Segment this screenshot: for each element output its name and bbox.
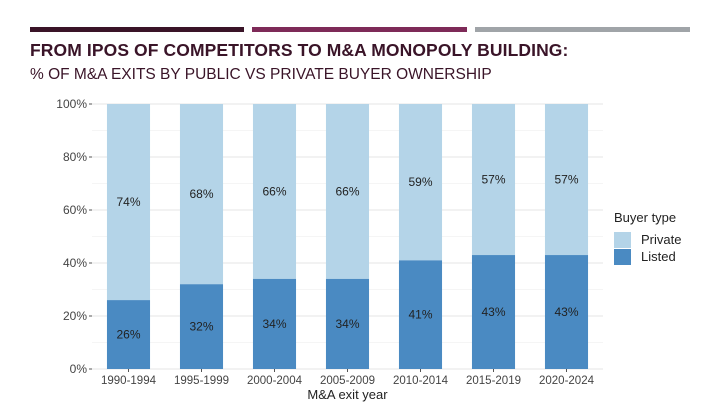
y-tick-label: 20% [63,309,87,323]
bar-listed-2000-2004 [252,278,297,369]
chart-legend: Buyer type Private Listed [614,210,681,265]
bar-listed-2010-2014 [398,260,443,369]
bar-private-1990-1994 [106,104,151,301]
y-tick-label: 40% [63,256,87,270]
y-tick-label: 80% [63,150,87,164]
legend-swatch-listed [614,248,631,265]
x-tick-label: 2000-2004 [247,375,303,387]
x-tick-label: 1990-1994 [101,375,157,387]
bar-listed-2015-2019 [471,255,516,369]
data-label-private: 57% [554,173,578,187]
data-label-listed: 32% [189,320,213,334]
x-tick-label: 1995-1999 [174,375,229,387]
data-label-listed: 43% [481,305,505,319]
y-tick-label: 100% [56,97,87,111]
bar-private-2010-2014 [398,104,443,261]
data-label-private: 59% [408,175,432,189]
bar-private-1995-1999 [179,104,224,285]
bar-listed-2005-2009 [325,278,370,369]
bar-listed-1995-1999 [179,284,224,369]
legend-title: Buyer type [614,210,677,225]
x-tick-label: 2020-2024 [539,375,595,387]
accent-bar-dark [30,27,244,32]
bar-private-2015-2019 [471,104,516,256]
data-label-listed: 26% [116,328,140,342]
legend-item-listed: Listed [614,248,681,265]
legend-label-private: Private [641,232,682,247]
y-tick-label: 60% [63,203,87,217]
x-tick-label: 2010-2014 [393,375,449,387]
slide-title: FROM IPOS OF COMPETITORS TO M&A MONOPOLY… [30,40,569,60]
bar-listed-1990-1994 [106,300,151,369]
bar-private-2000-2004 [252,104,297,279]
data-label-listed: 34% [262,317,286,331]
x-tick-label: 2015-2019 [466,375,521,387]
data-label-private: 68% [189,187,213,201]
data-label-private: 57% [481,173,505,187]
y-tick-label: 0% [70,362,88,376]
bar-private-2020-2024 [544,104,589,256]
data-label-private: 74% [116,195,140,209]
data-label-listed: 34% [335,317,359,331]
bar-listed-2020-2024 [544,255,589,369]
x-axis-title: M&A exit year [307,387,388,402]
legend-item-private: Private [614,231,681,248]
x-tick-label: 2005-2009 [320,375,375,387]
accent-bar-purple [252,27,467,32]
data-label-listed: 43% [554,305,578,319]
data-label-listed: 41% [408,308,432,322]
data-label-private: 66% [262,184,286,198]
accent-bar-gray [475,27,690,32]
legend-swatch-private [614,231,631,248]
legend-label-listed: Listed [641,249,676,264]
bar-private-2005-2009 [325,104,370,279]
data-label-private: 66% [335,184,359,198]
slide-subtitle: % OF M&A EXITS BY PUBLIC VS PRIVATE BUYE… [30,66,492,83]
